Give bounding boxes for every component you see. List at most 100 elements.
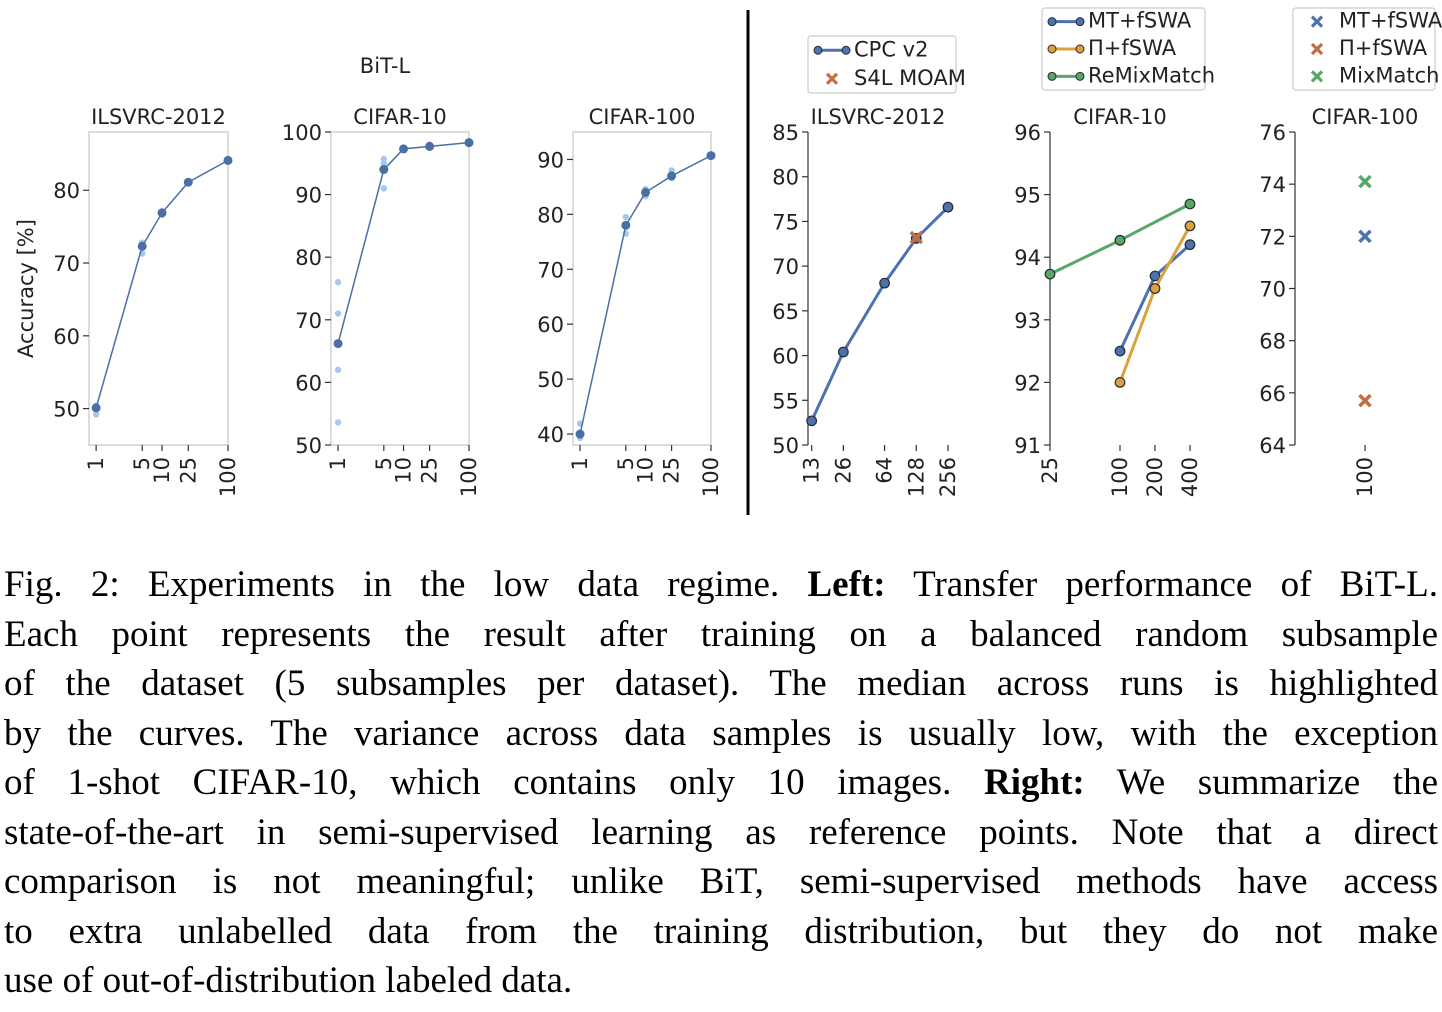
x-tick-label: 25 bbox=[660, 457, 684, 484]
x-tick-label: 10 bbox=[392, 457, 416, 484]
x-tick-label: 10 bbox=[150, 457, 174, 484]
point-marker bbox=[1149, 270, 1161, 282]
legend-label: Π+fSWA bbox=[1339, 36, 1428, 60]
point-marker bbox=[1044, 268, 1056, 280]
point-marker bbox=[91, 403, 101, 413]
caption: Fig. 2: Experiments in the low data regi… bbox=[4, 560, 1438, 1006]
sample-point bbox=[380, 160, 388, 167]
legend-swatch-marker bbox=[1047, 44, 1057, 54]
y-tick-label: 85 bbox=[772, 121, 799, 145]
y-tick-label: 91 bbox=[1014, 434, 1041, 458]
point-marker bbox=[333, 339, 343, 349]
x-tick-label: 1 bbox=[84, 457, 108, 470]
caption-text: Fig. 2: Experiments in the low data regi… bbox=[4, 564, 780, 605]
chart-title: CIFAR-10 bbox=[1073, 105, 1166, 129]
legend-label: S4L MOAM bbox=[854, 66, 966, 90]
legend-swatch-marker bbox=[1047, 71, 1057, 81]
caption-text: of 1-shot CIFAR-10, which contains only … bbox=[4, 762, 952, 803]
point-marker bbox=[1184, 220, 1196, 232]
caption-line: of 1-shot CIFAR-10, which contains only … bbox=[4, 758, 1438, 808]
point-marker bbox=[942, 201, 954, 213]
caption-text: to extra unlabelled data from the traini… bbox=[4, 910, 1438, 952]
legend-swatch bbox=[825, 72, 839, 85]
caption-line: Each point represents the result after t… bbox=[4, 610, 1438, 660]
chart-title: CIFAR-100 bbox=[589, 105, 696, 129]
caption-bold: Right: bbox=[984, 762, 1085, 803]
legend-swatch-marker bbox=[841, 45, 851, 55]
series-line bbox=[1118, 243, 1191, 352]
y-tick-label: 60 bbox=[772, 345, 799, 369]
x-tick-label: 256 bbox=[936, 457, 960, 497]
y-tick-label: 50 bbox=[53, 398, 80, 422]
y-tick-label: 80 bbox=[53, 179, 80, 203]
y-tick-label: 70 bbox=[53, 252, 80, 276]
y-tick-label: 55 bbox=[772, 389, 799, 413]
point-marker bbox=[706, 151, 716, 161]
point-marker bbox=[157, 208, 167, 218]
legend-label: Π+fSWA bbox=[1088, 36, 1177, 60]
caption-line: Fig. 2: Experiments in the low data regi… bbox=[4, 560, 1438, 610]
legend-swatch-marker bbox=[1075, 71, 1085, 81]
sample-point bbox=[380, 185, 388, 192]
sample-point bbox=[334, 310, 342, 317]
y-tick-label: 90 bbox=[537, 148, 564, 172]
caption-line: to extra unlabelled data from the traini… bbox=[4, 907, 1438, 957]
x-tick-label: 128 bbox=[904, 457, 928, 497]
x-tick-label: 25 bbox=[418, 457, 442, 484]
caption-text: Each point represents the result after t… bbox=[4, 613, 1438, 655]
point-marker bbox=[806, 415, 818, 427]
cross-marker bbox=[909, 230, 924, 245]
legend-label: MT+fSWA bbox=[1339, 9, 1442, 33]
legend-swatch-marker bbox=[1075, 44, 1085, 54]
y-tick-label: 50 bbox=[295, 434, 322, 458]
plot-frame bbox=[330, 131, 470, 446]
sample-point bbox=[380, 155, 388, 163]
caption-text: Transfer performance of BiT-L. bbox=[913, 564, 1438, 605]
y-tick-label: 94 bbox=[1014, 246, 1041, 270]
legend-label: CPC v2 bbox=[854, 37, 928, 61]
caption-line: use of out-of-distribution labeled data. bbox=[4, 956, 1438, 1006]
legend-label: MT+fSWA bbox=[1088, 9, 1192, 33]
legend-swatch bbox=[1310, 42, 1324, 56]
y-tick-label: 92 bbox=[1014, 371, 1041, 395]
point-marker bbox=[837, 346, 849, 358]
legend-box bbox=[1292, 7, 1436, 91]
x-tick-label: 26 bbox=[831, 457, 855, 484]
legend-swatch-marker bbox=[1047, 17, 1057, 27]
y-tick-label: 50 bbox=[772, 434, 799, 458]
caption-text: We summarize the bbox=[1116, 762, 1438, 803]
point-marker bbox=[667, 171, 677, 181]
y-tick-label: 74 bbox=[1259, 173, 1286, 197]
point-marker bbox=[183, 177, 193, 187]
y-tick-label: 96 bbox=[1014, 121, 1041, 145]
point-marker bbox=[1114, 234, 1126, 246]
caption-line: comparison is not meaningful; unlike BiT… bbox=[4, 857, 1438, 907]
legend-swatch bbox=[1310, 70, 1324, 83]
chart-title: ILSVRC-2012 bbox=[91, 105, 226, 129]
x-tick-label: 25 bbox=[1038, 457, 1062, 484]
sample-point bbox=[622, 213, 630, 221]
y-tick-label: 80 bbox=[295, 246, 322, 270]
y-tick-label: 64 bbox=[1259, 434, 1286, 458]
y-tick-label: 72 bbox=[1259, 225, 1286, 249]
x-tick-label: 1 bbox=[326, 457, 350, 470]
y-tick-label: 40 bbox=[537, 423, 564, 447]
caption-line: state-of-the-art in semi-supervised lear… bbox=[4, 808, 1438, 858]
caption-line: by the curves. The variance across data … bbox=[4, 709, 1438, 759]
x-tick-label: 10 bbox=[634, 457, 658, 484]
point-marker bbox=[1184, 239, 1196, 251]
caption-text: use of out-of-distribution labeled data. bbox=[4, 960, 573, 1001]
point-marker bbox=[575, 429, 585, 439]
y-tick-label: 93 bbox=[1014, 309, 1041, 333]
y-tick-label: 90 bbox=[295, 184, 322, 208]
caption-text: comparison is not meaningful; unlike BiT… bbox=[4, 861, 1438, 902]
suptitle: BiT-L bbox=[360, 54, 411, 78]
chart-title: ILSVRC-2012 bbox=[811, 105, 946, 129]
y-tick-label: 60 bbox=[537, 313, 564, 337]
y-tick-label: 65 bbox=[772, 300, 799, 324]
y-tick-label: 70 bbox=[772, 255, 799, 279]
point-marker bbox=[1114, 345, 1126, 357]
x-tick-label: 25 bbox=[176, 457, 200, 484]
